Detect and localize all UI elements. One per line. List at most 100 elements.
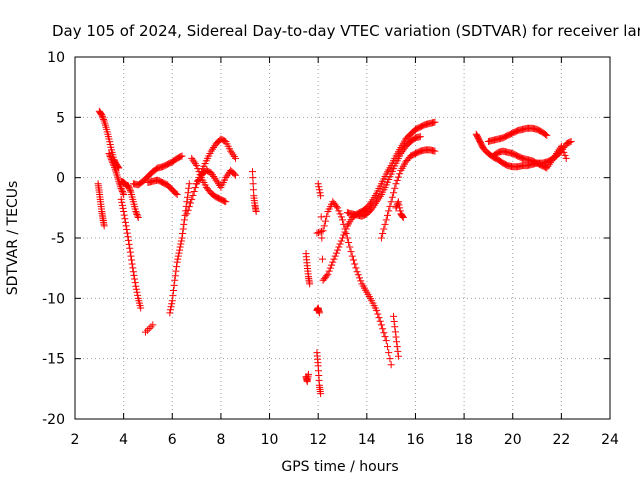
- data-point-interp: [380, 225, 388, 233]
- series-arc-b3: [117, 177, 142, 221]
- data-point-interp: [106, 153, 114, 161]
- data-point: [178, 234, 186, 242]
- data-point-interp: [330, 255, 338, 263]
- data-point-interp: [356, 274, 364, 282]
- data-point-interp: [314, 229, 322, 237]
- data-point: [387, 361, 395, 369]
- data-point-interp: [315, 186, 323, 194]
- data-point-interp: [131, 279, 139, 287]
- data-point: [548, 157, 556, 165]
- x-tick-label: 2: [71, 432, 80, 448]
- data-point-interp: [229, 151, 237, 159]
- data-point-interp: [336, 240, 344, 248]
- data-point: [185, 180, 193, 188]
- data-point-interp: [97, 109, 105, 117]
- data-point-interp: [228, 149, 236, 157]
- data-point-interp: [321, 217, 329, 225]
- data-point-interp: [383, 343, 391, 351]
- data-point-interp: [176, 243, 184, 251]
- data-point: [122, 222, 130, 230]
- data-point-interp: [549, 155, 557, 163]
- data-point-interp: [349, 256, 357, 264]
- data-point: [207, 169, 215, 177]
- data-point: [115, 164, 123, 172]
- data-point-interp: [106, 151, 114, 159]
- data-point: [382, 216, 390, 224]
- data-point-interp: [383, 211, 391, 219]
- data-point-interp: [126, 187, 134, 195]
- data-point: [180, 216, 188, 224]
- data-point: [397, 150, 405, 158]
- data-point-interp: [393, 176, 401, 184]
- series-arc-g3: [489, 142, 570, 172]
- data-point-interp: [134, 212, 142, 220]
- series-arc-f1: [313, 198, 395, 369]
- data-point-interp: [210, 144, 218, 151]
- data-point: [390, 312, 398, 320]
- data-point: [317, 192, 325, 200]
- data-point-interp: [323, 272, 331, 280]
- data-point-interp: [143, 326, 151, 334]
- data-point-interp: [374, 310, 382, 318]
- data-point: [188, 154, 196, 162]
- data-point-interp: [386, 202, 394, 210]
- data-point-interp: [169, 292, 177, 300]
- data-point-interp: [379, 325, 387, 333]
- data-point: [339, 216, 346, 224]
- data-point-interp: [393, 338, 401, 346]
- y-tick-label: 10: [47, 50, 65, 66]
- data-point-interp: [371, 200, 379, 208]
- data-point: [98, 111, 106, 119]
- data-point-interp: [126, 248, 134, 256]
- data-point-interp: [318, 255, 326, 263]
- data-point-interp: [121, 218, 129, 226]
- data-point-interp: [131, 275, 139, 283]
- data-point-interp: [398, 148, 406, 156]
- data-point-interp: [194, 165, 202, 173]
- data-point-interp: [134, 291, 142, 299]
- x-tick-label: 20: [504, 432, 522, 448]
- data-point: [377, 234, 385, 242]
- data-point: [166, 309, 174, 317]
- data-point: [329, 258, 337, 266]
- data-point-interp: [332, 202, 340, 210]
- data-point: [392, 333, 400, 341]
- data-point-interp: [398, 212, 406, 220]
- data-point-interp: [171, 272, 179, 280]
- data-point-interp: [379, 229, 387, 237]
- data-point: [222, 198, 230, 206]
- data-point-interp: [390, 318, 398, 326]
- data-point-interp: [390, 189, 398, 197]
- chart-title: Day 105 of 2024, Sidereal Day-to-day VTE…: [52, 22, 640, 40]
- data-point-interp: [133, 288, 141, 296]
- data-point-interp: [315, 183, 323, 191]
- series-arc-c2: [142, 321, 157, 336]
- data-point-interp: [187, 199, 195, 207]
- data-point: [306, 280, 314, 288]
- data-point-interp: [230, 153, 238, 161]
- data-point-interp: [332, 249, 340, 257]
- data-point: [562, 154, 570, 162]
- data-point: [315, 309, 323, 317]
- data-point: [132, 282, 140, 290]
- data-point-interp: [385, 349, 393, 357]
- data-point: [317, 390, 325, 398]
- data-point: [416, 133, 424, 141]
- data-point-interp: [391, 323, 399, 331]
- data-point-interp: [561, 151, 569, 159]
- data-point-interp: [208, 171, 216, 179]
- data-point-interp: [396, 170, 404, 178]
- data-point-interp: [376, 317, 384, 325]
- data-point-interp: [340, 231, 348, 239]
- data-point-interp: [316, 189, 324, 197]
- data-point: [117, 195, 125, 203]
- series-arc-c3: [144, 176, 181, 199]
- data-point: [232, 171, 239, 179]
- series-arc-b1: [117, 195, 145, 312]
- data-point-interp: [374, 196, 382, 204]
- data-point-interp: [167, 303, 175, 311]
- data-point-interp: [320, 222, 328, 230]
- data-point-interp: [189, 191, 197, 199]
- data-point-interp: [185, 184, 193, 192]
